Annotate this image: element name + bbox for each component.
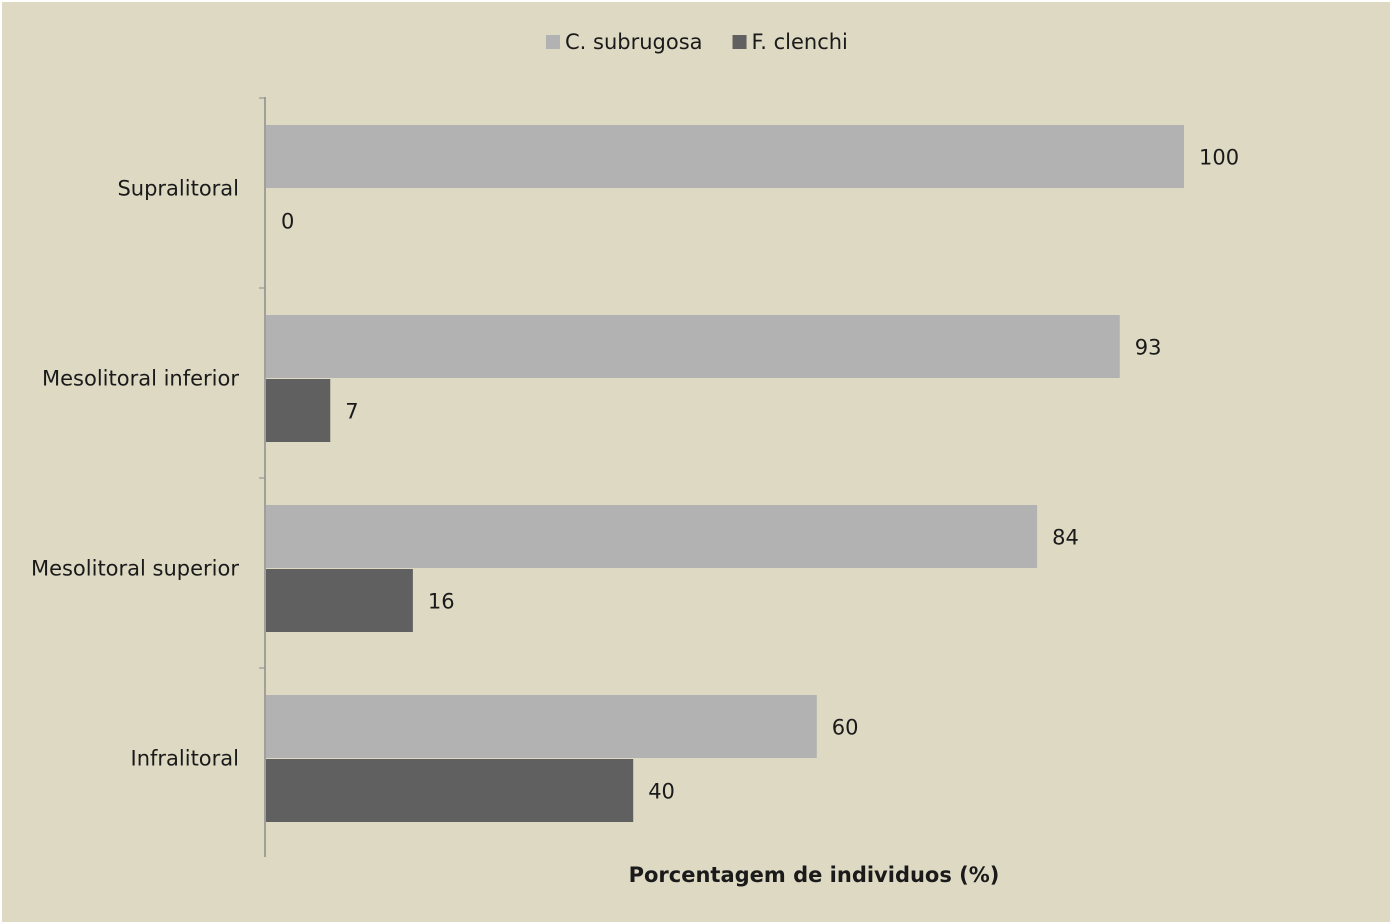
legend-swatch bbox=[546, 35, 560, 49]
y-axis: Supralitoral Mesolitoral inferior Mesolito… bbox=[31, 97, 266, 857]
category-label: Mesolitoral superior bbox=[31, 557, 239, 581]
data-label: 100 bbox=[1199, 146, 1239, 170]
legend: C. subrugosa F. clenchi bbox=[546, 30, 848, 54]
category-label: Mesolitoral inferior bbox=[42, 367, 239, 391]
bar bbox=[266, 759, 634, 822]
data-label: 84 bbox=[1052, 526, 1079, 550]
bar bbox=[266, 125, 1184, 188]
data-label: 7 bbox=[345, 400, 358, 424]
bar bbox=[266, 505, 1038, 568]
bar bbox=[266, 695, 817, 758]
data-label: 93 bbox=[1135, 336, 1162, 360]
legend-label: F. clenchi bbox=[752, 30, 848, 54]
data-label: 40 bbox=[648, 780, 675, 804]
bar bbox=[266, 569, 413, 632]
category-label: Supralitoral bbox=[117, 177, 239, 201]
data-label: 60 bbox=[832, 716, 859, 740]
data-label: 16 bbox=[428, 590, 455, 614]
bar bbox=[266, 379, 331, 442]
bar bbox=[266, 315, 1120, 378]
legend-label: C. subrugosa bbox=[565, 30, 703, 54]
bars-group: 100 0 93 7 84 16 60 40 bbox=[266, 125, 1239, 822]
x-axis-title: Porcentagem de individuos (%) bbox=[629, 863, 1000, 887]
data-label: 0 bbox=[281, 210, 294, 234]
category-label: Infralitoral bbox=[131, 747, 240, 771]
legend-swatch bbox=[732, 35, 747, 49]
